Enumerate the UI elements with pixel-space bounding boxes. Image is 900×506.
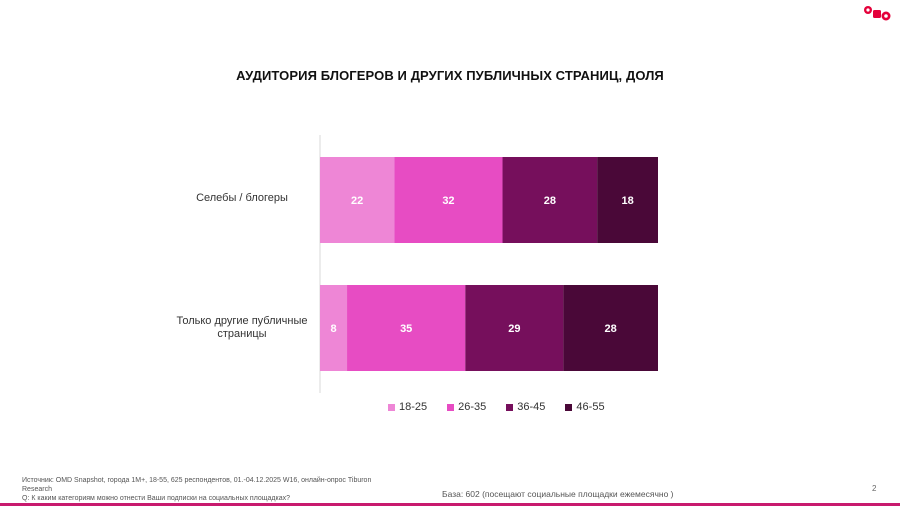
legend-label: 46-55	[576, 401, 605, 413]
data-label-26-35-cat0: 32	[442, 195, 454, 207]
legend-label: 36-45	[517, 401, 546, 413]
bar-segment-36-45-cat0	[502, 157, 598, 243]
legend-item-36-45: 36-45	[506, 401, 545, 413]
legend-swatch	[565, 403, 573, 411]
category-label: Только другие публичные страницы	[176, 315, 308, 340]
page-number: 2	[872, 484, 877, 493]
legend-swatch	[447, 403, 455, 411]
bottom-accent-bar	[0, 503, 900, 506]
legend-swatch	[388, 403, 395, 411]
chart-title: АУДИТОРИЯ БЛОГЕРОВ И ДРУГИХ ПУБЛИЧНЫХ СТ…	[236, 68, 664, 83]
question-text: Q: К каким категориям можно отнести Ваши…	[22, 495, 291, 502]
logo-block-m	[873, 10, 881, 18]
data-label-18-25-cat0: 22	[351, 195, 363, 207]
bar-segment-18-25-cat1	[320, 285, 348, 371]
data-label-46-55-cat1: 28	[605, 323, 617, 335]
legend-label: 18-25	[399, 401, 428, 413]
omd-logo	[864, 6, 891, 21]
chart-legend: 18-25 26-35 36-45 46-55	[388, 401, 605, 413]
legend-item-26-35: 26-35	[447, 401, 486, 413]
legend-item-18-25: 18-25	[388, 401, 427, 413]
bar-segment-46-55-cat0	[597, 157, 658, 243]
category-label: Селебы / блогеры	[196, 192, 288, 204]
data-label-36-45-cat1: 29	[508, 323, 520, 335]
legend-swatch	[506, 403, 514, 411]
base-note: База: 602 (посещают социальные площадки …	[442, 489, 674, 499]
source-note: Источник: OMD Snapshot, города 1М+, 18-5…	[22, 476, 372, 503]
bar-segment-26-35-cat1	[347, 285, 466, 371]
bar-segment-46-55-cat1	[563, 285, 658, 371]
bar-segment-18-25-cat0	[320, 157, 395, 243]
legend-item-46-55: 46-55	[565, 401, 605, 413]
bar-segment-26-35-cat0	[394, 157, 503, 243]
source-text: Источник: OMD Snapshot, города 1М+, 18-5…	[22, 477, 372, 493]
data-label-26-35-cat1: 35	[400, 323, 412, 335]
data-label-46-55-cat0: 18	[621, 195, 633, 207]
legend-label: 26-35	[458, 401, 487, 413]
bar-segment-36-45-cat1	[465, 285, 564, 371]
data-label-36-45-cat0: 28	[544, 195, 556, 207]
data-label-18-25-cat1: 8	[330, 323, 336, 335]
